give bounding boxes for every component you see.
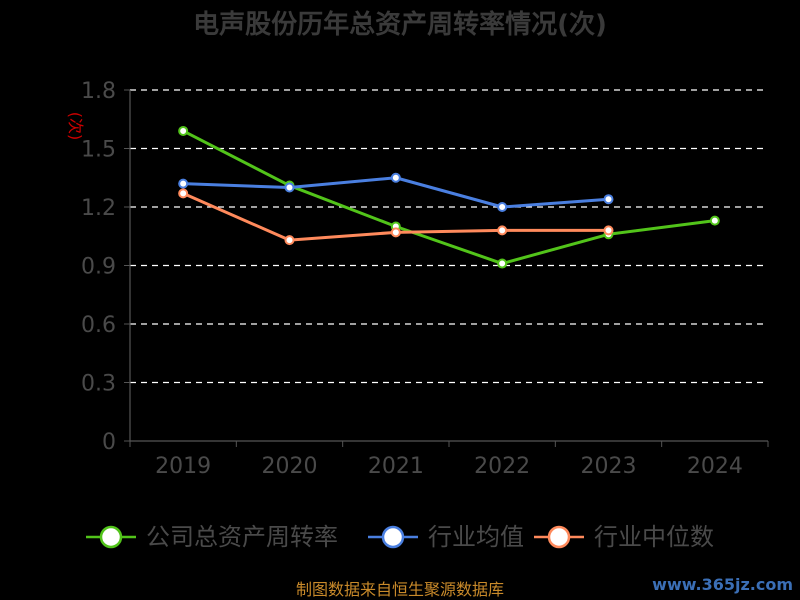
grid-lines [130,89,768,384]
data-point [284,182,295,193]
y-tick-labels: 0 0.3 0.6 0.9 1.2 1.5 1.8 [81,79,116,455]
watermark: www.365jz.com [652,575,793,594]
y-tick-label: 0.6 [81,313,116,338]
legend-label: 行业均值 [428,523,524,551]
x-tick-label: 2024 [687,454,743,479]
axes [124,89,769,447]
y-tick-label: 1.2 [81,196,116,221]
data-point [497,225,508,236]
chart-title: 电声股份历年总资产周转率情况(次) [193,9,607,40]
x-tick-label: 2022 [474,454,530,479]
legend-label: 行业中位数 [594,523,714,551]
x-tick-label: 2020 [262,454,318,479]
data-point [390,227,401,238]
data-point [178,178,189,189]
y-tick-label: 0 [102,430,116,455]
x-tick-labels: 2019 2020 2021 2022 2023 2024 [155,454,743,479]
data-point [178,188,189,199]
y-tick-label: 1.8 [81,79,116,104]
legend-marker [547,525,571,549]
data-point [284,235,295,246]
x-tick-label: 2019 [155,454,211,479]
data-point [603,225,614,236]
legend-item: 行业中位数 [534,523,714,551]
y-tick-label: 0.9 [81,255,116,280]
legend-item: 公司总资产周转率 [86,523,338,551]
series-group [178,125,720,269]
x-tick-label: 2021 [368,454,424,479]
y-axis-label: (次) [66,112,85,141]
legend-marker [99,525,123,549]
data-point [178,125,189,136]
series-line [182,129,716,266]
legend-item: 行业均值 [368,523,524,551]
data-source-footer: 制图数据来自恒生聚源数据库 [296,580,504,599]
data-point [497,258,508,269]
data-point [603,194,614,205]
legend-label: 公司总资产周转率 [146,523,338,551]
legend-marker [381,525,405,549]
series-1 [178,172,614,212]
x-tick-label: 2023 [581,454,637,479]
data-point [497,202,508,212]
legend: 公司总资产周转率 行业均值 行业中位数 [86,523,714,551]
data-point [390,172,401,183]
data-point [709,215,720,226]
y-tick-label: 0.3 [81,372,116,397]
series-2 [178,188,614,246]
y-tick-label: 1.5 [81,138,116,163]
